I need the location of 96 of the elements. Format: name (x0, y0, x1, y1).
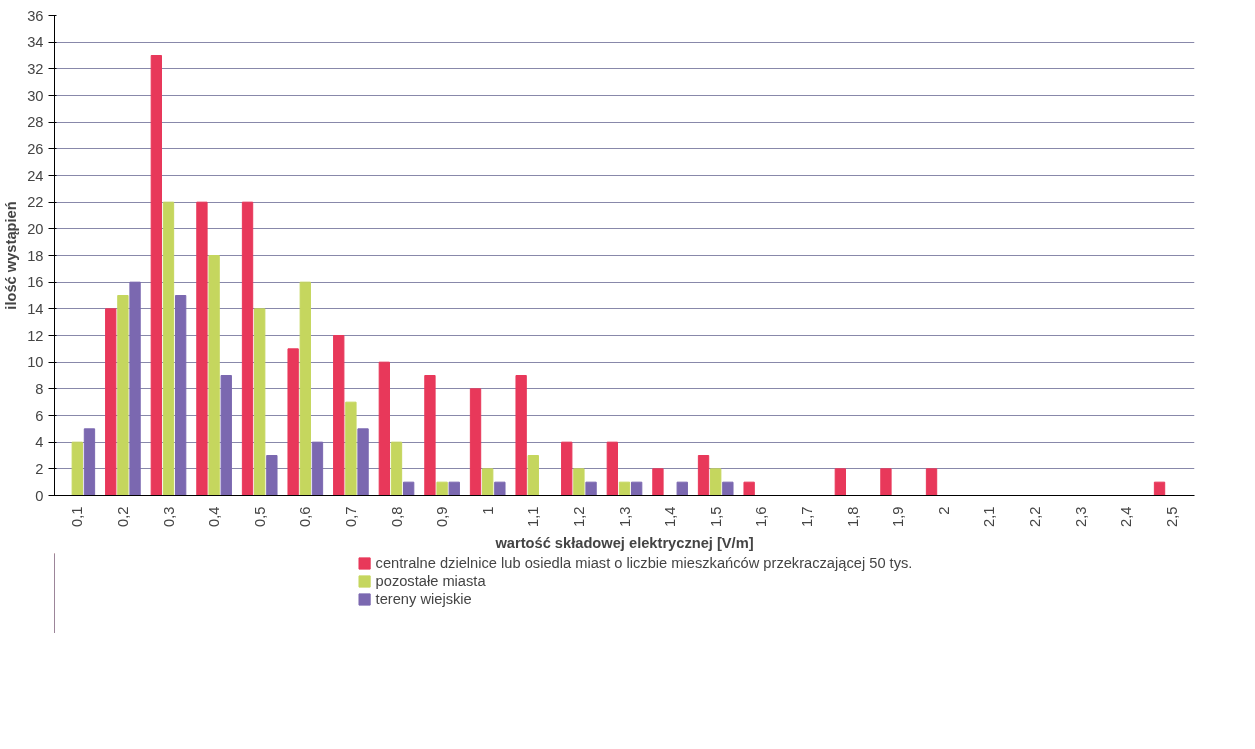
x-tick-label: 1,7 (798, 506, 815, 527)
x-tick-label: 1,4 (662, 506, 679, 527)
legend-label: pozostałe miasta (375, 573, 486, 589)
x-tick-label: 0,4 (206, 506, 223, 527)
y-tick-label: 6 (35, 407, 44, 424)
bar (220, 375, 232, 496)
bar (743, 481, 755, 496)
bar (311, 441, 324, 496)
x-tick-label: 0,7 (342, 506, 359, 527)
bar (469, 388, 482, 496)
legend-label: tereny wiejskie (375, 591, 472, 607)
bar (83, 428, 96, 496)
bar (527, 455, 539, 496)
bar (117, 295, 129, 496)
bar (710, 468, 722, 496)
bar (925, 468, 938, 496)
y-tick-label: 10 (27, 354, 44, 371)
x-tick-label: 0,9 (434, 506, 451, 527)
bar (630, 481, 643, 496)
bar (448, 481, 460, 496)
bar (482, 468, 494, 496)
bar (424, 375, 436, 496)
y-tick-label: 0 (35, 487, 44, 504)
bar (436, 481, 448, 496)
x-tick-label: 0,8 (388, 506, 405, 527)
y-axis-title: ilość wystąpień (3, 201, 20, 310)
bar (561, 441, 573, 496)
x-tick-label: 2,1 (981, 506, 998, 527)
bar (618, 481, 631, 496)
bar (585, 481, 597, 496)
y-tick-label: 12 (27, 327, 44, 344)
bar (196, 201, 208, 496)
y-tick-label: 30 (27, 87, 44, 104)
bar (357, 428, 369, 496)
bar (162, 201, 175, 496)
bar (299, 281, 311, 496)
bar (515, 375, 527, 496)
x-tick-label: 0,1 (69, 506, 86, 527)
bar (722, 481, 734, 496)
y-tick-label: 32 (27, 60, 44, 77)
x-tick-label: 0,6 (297, 506, 314, 527)
x-tick-label: 2,3 (1072, 506, 1089, 527)
x-tick-label: 2,2 (1026, 506, 1043, 527)
x-tick-label: 1,9 (890, 506, 907, 527)
y-tick-label: 14 (27, 300, 44, 317)
bar (254, 308, 266, 496)
bar (345, 401, 357, 496)
y-tick-label: 16 (27, 274, 44, 291)
x-tick-label: 1,2 (570, 506, 587, 527)
x-axis-title: wartość składowej elektrycznej [V/m] (494, 534, 754, 551)
x-tick-label: 0,3 (160, 506, 177, 527)
bar (880, 468, 892, 496)
x-tick-label: 0,5 (251, 506, 268, 527)
x-tick-label: 1,6 (753, 506, 770, 527)
y-tick-label: 34 (27, 34, 44, 51)
bar (378, 361, 391, 496)
x-tick-label: 2,5 (1163, 506, 1180, 527)
x-tick-label: 1 (479, 506, 496, 515)
bar (390, 441, 403, 496)
bar (652, 468, 664, 496)
y-tick-label: 28 (27, 114, 44, 131)
x-tick-label: 1,1 (525, 506, 542, 527)
bar (333, 335, 345, 496)
x-tick-label: 1,3 (616, 506, 633, 527)
y-tick-label: 8 (35, 380, 44, 397)
bar (573, 468, 585, 496)
y-tick-label: 36 (27, 7, 44, 24)
bar (241, 201, 254, 496)
x-tick-label: 2,4 (1118, 506, 1135, 527)
x-tick-label: 1,8 (844, 506, 861, 527)
x-tick-label: 1,5 (707, 506, 724, 527)
bar (606, 441, 619, 496)
y-tick-label: 20 (27, 220, 44, 237)
legend-label: centralne dzielnice lub osiedla miast o liczbie mieszkańców przekraczającej 50 tys. (375, 555, 913, 571)
bar (834, 468, 847, 496)
x-tick-label: 2 (935, 506, 952, 515)
y-tick-label: 2 (35, 460, 44, 477)
bar (129, 281, 141, 496)
bar (287, 348, 299, 496)
y-tick-label: 18 (27, 247, 44, 264)
y-tick-label: 26 (27, 140, 44, 157)
bar (105, 308, 117, 496)
bar (676, 481, 688, 496)
bar (266, 455, 278, 496)
bar (208, 255, 220, 496)
x-tick-label: 0,2 (114, 506, 131, 527)
y-tick-label: 24 (27, 167, 44, 184)
y-tick-label: 22 (27, 194, 44, 211)
bar (697, 455, 710, 496)
bar (174, 295, 187, 496)
bar (71, 441, 83, 496)
y-tick-label: 4 (35, 434, 44, 451)
bar (150, 55, 163, 496)
bar (1153, 481, 1166, 496)
bar (494, 481, 506, 496)
bar (402, 481, 415, 496)
